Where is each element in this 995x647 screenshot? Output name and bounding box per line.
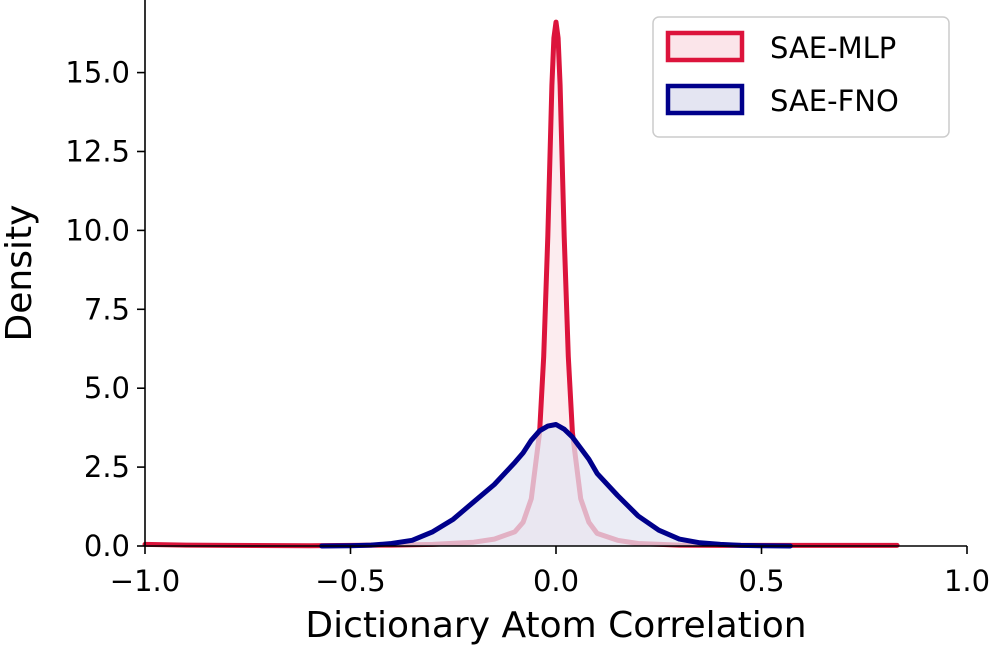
y-tick-label: 12.5 — [65, 134, 130, 168]
x-tick-label: −0.5 — [315, 564, 385, 598]
sae-fno-line — [319, 422, 793, 549]
legend-swatch-sae-mlp — [665, 30, 745, 63]
sae-fno-area — [321, 424, 791, 546]
x-axis-label: Dictionary Atom Correlation — [305, 605, 806, 646]
legend-swatch-sae-fno — [665, 83, 745, 116]
x-tick-label: 1.0 — [944, 564, 990, 598]
y-tick-label: 15.0 — [65, 56, 130, 90]
y-tick-label: 10.0 — [65, 213, 130, 247]
y-tick-label: 2.5 — [84, 450, 130, 484]
y-tick-label: 7.5 — [84, 292, 130, 326]
legend-label-sae-fno: SAE-FNO — [770, 84, 899, 118]
legend: SAE-MLP SAE-FNO — [652, 16, 950, 138]
legend-label-sae-mlp: SAE-MLP — [770, 31, 896, 65]
x-tick-label: 0.5 — [738, 564, 784, 598]
x-ticks: −1.0 −0.5 0.0 0.5 1.0 — [110, 546, 990, 598]
y-tick-label: 5.0 — [84, 371, 130, 405]
y-ticks: 0.0 2.5 5.0 7.5 10.0 12.5 15.0 — [65, 56, 145, 563]
plot-areas — [142, 19, 900, 549]
y-axis-label: Density — [0, 205, 40, 342]
x-tick-label: −1.0 — [110, 564, 180, 598]
x-tick-label: 0.0 — [533, 564, 579, 598]
y-tick-label: 0.0 — [84, 529, 130, 563]
